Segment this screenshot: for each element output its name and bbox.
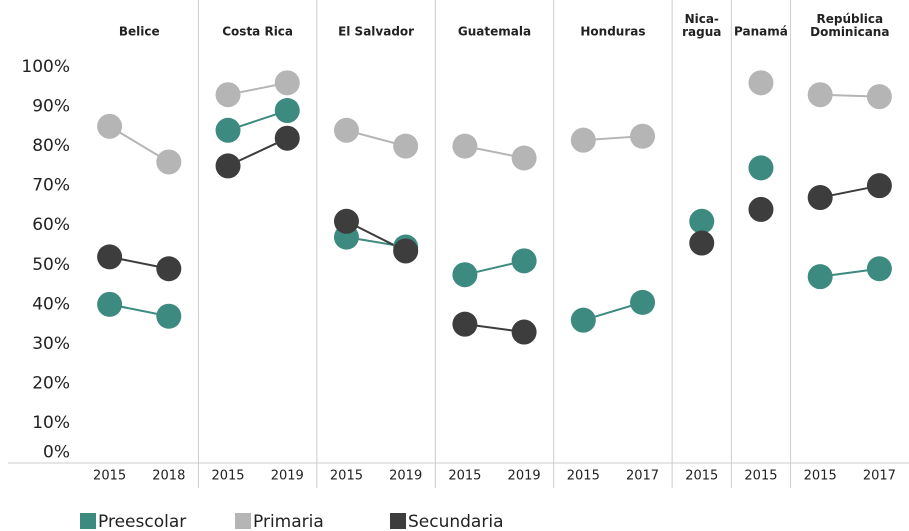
dot bbox=[97, 113, 123, 139]
dot bbox=[156, 256, 182, 282]
legend-label: Primaria bbox=[253, 512, 324, 531]
dot bbox=[274, 125, 300, 151]
dot bbox=[630, 289, 656, 315]
panel-title: Belice bbox=[119, 25, 160, 39]
year-label: 2015 bbox=[93, 469, 126, 484]
dot bbox=[511, 145, 537, 171]
dot bbox=[807, 264, 833, 290]
dot bbox=[570, 307, 596, 333]
panel-title: ragua bbox=[682, 25, 721, 39]
legend-label: Preescolar bbox=[98, 512, 186, 531]
y-tick-label: 50% bbox=[32, 255, 70, 275]
y-tick-label: 20% bbox=[32, 373, 70, 393]
dot bbox=[215, 117, 241, 143]
dot bbox=[452, 262, 478, 288]
y-tick-label: 60% bbox=[32, 215, 70, 235]
dot bbox=[215, 82, 241, 108]
dot bbox=[452, 311, 478, 337]
year-label: 2017 bbox=[626, 469, 659, 484]
y-tick-label: 40% bbox=[32, 294, 70, 314]
year-label: 2018 bbox=[152, 469, 185, 484]
dot bbox=[274, 70, 300, 96]
year-label: 2019 bbox=[271, 469, 304, 484]
y-tick-label: 30% bbox=[32, 334, 70, 354]
dot bbox=[807, 82, 833, 108]
panel-title: Costa Rica bbox=[222, 25, 293, 39]
dot bbox=[511, 319, 537, 345]
dot bbox=[689, 230, 715, 256]
year-label: 2019 bbox=[389, 469, 422, 484]
dot bbox=[97, 291, 123, 317]
y-tick-label: 10% bbox=[32, 413, 70, 433]
legend-label: Secundaria bbox=[408, 512, 503, 531]
year-label: 2015 bbox=[744, 469, 777, 484]
dot bbox=[807, 185, 833, 211]
dot bbox=[748, 155, 774, 181]
dot bbox=[452, 133, 478, 159]
year-label: 2015 bbox=[211, 469, 244, 484]
y-tick-label: 0% bbox=[43, 443, 70, 463]
dot bbox=[274, 98, 300, 124]
y-tick-label: 100% bbox=[21, 57, 70, 77]
dot bbox=[570, 127, 596, 153]
dot bbox=[748, 70, 774, 96]
dot bbox=[156, 303, 182, 329]
dot bbox=[333, 208, 359, 234]
dot bbox=[689, 208, 715, 234]
dot bbox=[748, 196, 774, 222]
year-label: 2015 bbox=[804, 469, 837, 484]
dot bbox=[393, 238, 419, 264]
panel-title: Guatemala bbox=[458, 25, 531, 39]
panel-title: Dominicana bbox=[810, 25, 889, 39]
year-label: 2017 bbox=[863, 469, 896, 484]
year-label: 2015 bbox=[685, 469, 718, 484]
dot bbox=[866, 173, 892, 199]
year-label: 2019 bbox=[508, 469, 541, 484]
dot bbox=[866, 84, 892, 110]
dot bbox=[333, 117, 359, 143]
panel-title: Honduras bbox=[580, 25, 645, 39]
y-tick-label: 90% bbox=[32, 97, 70, 117]
legend-swatch bbox=[235, 513, 251, 529]
y-tick-label: 80% bbox=[32, 136, 70, 156]
panel-title: República bbox=[817, 12, 884, 26]
dot bbox=[630, 123, 656, 149]
legend-swatch bbox=[390, 513, 406, 529]
dot bbox=[215, 153, 241, 179]
legend-swatch bbox=[80, 513, 96, 529]
dot bbox=[156, 149, 182, 175]
y-tick-label: 70% bbox=[32, 176, 70, 196]
panel-title: El Salvador bbox=[338, 25, 414, 39]
panel-title: Panamá bbox=[734, 25, 788, 39]
year-label: 2015 bbox=[330, 469, 363, 484]
dot bbox=[97, 244, 123, 270]
dot bbox=[511, 248, 537, 274]
dot bbox=[866, 256, 892, 282]
panel-title: Nica- bbox=[685, 12, 719, 26]
year-label: 2015 bbox=[567, 469, 600, 484]
year-label: 2015 bbox=[448, 469, 481, 484]
dot bbox=[393, 133, 419, 159]
